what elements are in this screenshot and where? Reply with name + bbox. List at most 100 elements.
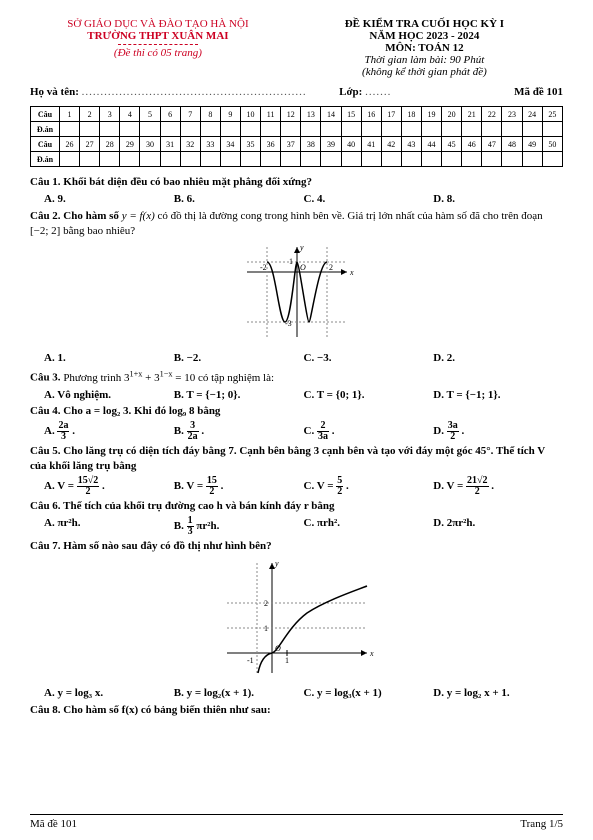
- ans-blank: [140, 122, 160, 137]
- q1-text: Câu 1. Khối bát diện đều có bao nhiêu mặ…: [30, 176, 312, 188]
- ans-cell: 13: [301, 107, 321, 122]
- svg-text:1: 1: [289, 257, 293, 266]
- q6-a: A. πr²h.: [44, 516, 174, 537]
- ans-cell: 33: [200, 137, 220, 152]
- ans-blank: [341, 122, 361, 137]
- q3-a: A. Vô nghiệm.: [44, 388, 174, 403]
- svg-text:y: y: [274, 559, 279, 568]
- ans-row-label: Đ.án: [31, 122, 60, 137]
- ans-cell: 28: [100, 137, 120, 152]
- ans-blank: [220, 122, 240, 137]
- ans-blank: [301, 122, 321, 137]
- q4-a: A. 2a3 .: [44, 421, 174, 442]
- ans-cell: 6: [160, 107, 180, 122]
- exam-subject: MÔN: TOÁN 12: [286, 42, 563, 54]
- exam-code: Mã đề 101: [514, 86, 563, 98]
- student-info-row: Họ và tên: .............................…: [30, 86, 563, 98]
- ans-blank: [421, 122, 441, 137]
- ans-blank: [381, 122, 401, 137]
- ans-cell: 5: [140, 107, 160, 122]
- q8: Câu 8. Cho hàm số f(x) có bảng biến thiê…: [30, 703, 563, 718]
- q1: Câu 1. Khối bát diện đều có bao nhiêu mặ…: [30, 175, 563, 207]
- ans-cell: 9: [220, 107, 240, 122]
- q2-fn: y = f(x): [122, 210, 155, 222]
- svg-text:y: y: [299, 243, 304, 252]
- ans-blank: [281, 152, 301, 167]
- ans-blank: [301, 152, 321, 167]
- q7-a: A. y = log₃ x.: [44, 686, 174, 701]
- ans-blank: [361, 152, 381, 167]
- pages-note: (Đề thi có 05 trang): [30, 47, 286, 59]
- ans-cell: 50: [542, 137, 562, 152]
- ans-cell: 1: [60, 107, 80, 122]
- ans-blank: [60, 122, 80, 137]
- ans-cell: 32: [180, 137, 200, 152]
- exam-time-note: (không kể thời gian phát đề): [286, 66, 563, 78]
- ans-blank: [120, 122, 140, 137]
- q7-graph: x y O -1 1 2 1: [217, 558, 377, 678]
- ans-cell: 4: [120, 107, 140, 122]
- ans-cell: 26: [60, 137, 80, 152]
- ans-cell: 10: [240, 107, 260, 122]
- class-label: Lớp:: [339, 86, 365, 98]
- q3-d: D. T = {−1; 1}.: [433, 388, 563, 403]
- ans-cell: 25: [542, 107, 562, 122]
- ans-cell: 44: [421, 137, 441, 152]
- svg-text:x: x: [369, 649, 374, 658]
- ans-cell: 8: [200, 107, 220, 122]
- ans-cell: 22: [482, 107, 502, 122]
- q1-c: C. 4.: [304, 192, 434, 207]
- ans-cell: 7: [180, 107, 200, 122]
- ans-blank: [160, 152, 180, 167]
- ans-cell: 49: [522, 137, 542, 152]
- svg-text:-1: -1: [247, 656, 254, 665]
- footer-left: Mã đề 101: [30, 818, 77, 830]
- ans-blank: [522, 152, 542, 167]
- ans-blank: [321, 152, 341, 167]
- ans-cell: 31: [160, 137, 180, 152]
- ans-blank: [220, 152, 240, 167]
- ans-blank: [281, 122, 301, 137]
- ans-blank: [180, 122, 200, 137]
- ans-cell: 30: [140, 137, 160, 152]
- q7-d: D. y = log₂ x + 1.: [433, 686, 563, 701]
- ans-blank: [482, 152, 502, 167]
- ans-blank: [100, 122, 120, 137]
- q2: Câu 2. Cho hàm số y = f(x) có đồ thị là …: [30, 209, 563, 366]
- q3: Câu 3. Phương trình 31+x + 31−x = 10 có …: [30, 368, 563, 402]
- ans-blank: [341, 152, 361, 167]
- q1-d: D. 8.: [433, 192, 563, 207]
- name-dots: ........................................…: [82, 86, 307, 98]
- q6-b: B. 13 πr²h.: [174, 516, 304, 537]
- q2-b: B. −2.: [174, 351, 304, 366]
- q4-b: B. 32a .: [174, 421, 304, 442]
- q3-b: B. T = {−1; 0}.: [174, 388, 304, 403]
- ans-blank: [442, 152, 462, 167]
- ans-cell: 18: [401, 107, 421, 122]
- q4-d: D. 3a2 .: [433, 421, 563, 442]
- exam-title: ĐỀ KIỂM TRA CUỐI HỌC KỲ I: [286, 18, 563, 30]
- ans-cell: 40: [341, 137, 361, 152]
- ans-blank: [60, 152, 80, 167]
- ans-blank: [421, 152, 441, 167]
- q3-body: Phương trình 31+x + 31−x = 10 có tập ngh…: [63, 372, 274, 384]
- ans-cell: 45: [442, 137, 462, 152]
- q7-b: B. y = log₂(x + 1).: [174, 686, 304, 701]
- ans-blank: [482, 122, 502, 137]
- ans-cell: 39: [321, 137, 341, 152]
- svg-text:2: 2: [264, 599, 268, 608]
- ans-cell: 24: [522, 107, 542, 122]
- svg-text:x: x: [349, 268, 354, 277]
- q2-c: C. −3.: [304, 351, 434, 366]
- svg-text:-2: -2: [260, 263, 267, 272]
- ans-blank: [80, 152, 100, 167]
- exam-year: NĂM HỌC 2023 - 2024: [286, 30, 563, 42]
- ans-cell: 16: [361, 107, 381, 122]
- q4-text: Câu 4. Cho a = log₂ 3. Khi đó log₉ 8 bằn…: [30, 405, 220, 417]
- ans-cell: 29: [120, 137, 140, 152]
- ans-cell: 43: [401, 137, 421, 152]
- ans-blank: [160, 122, 180, 137]
- ans-row-label: Câu: [31, 137, 60, 152]
- svg-text:O: O: [300, 263, 306, 272]
- header: SỞ GIÁO DỤC VÀ ĐÀO TẠO HÀ NỘI TRƯỜNG THP…: [30, 18, 563, 78]
